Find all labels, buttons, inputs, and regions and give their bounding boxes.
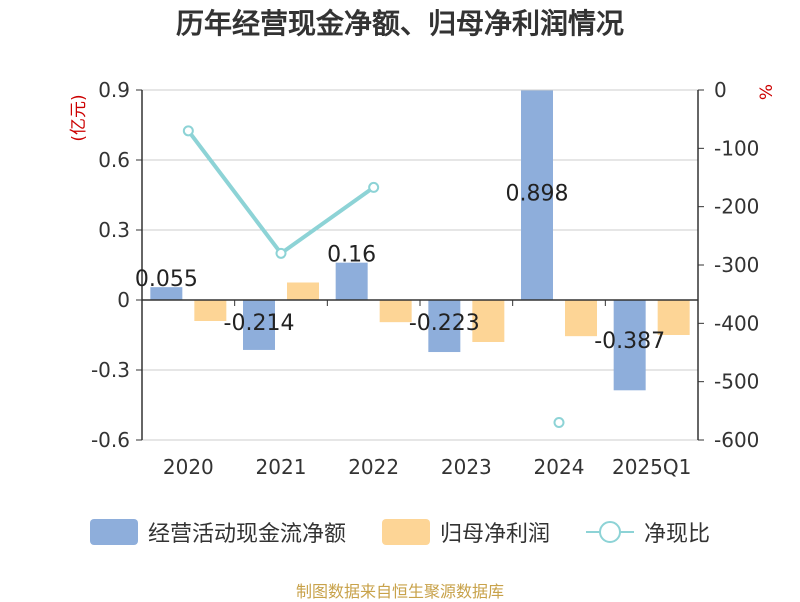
right-axis-tick-label: 0 (714, 78, 727, 102)
left-axis-tick-label: -0.6 (91, 428, 130, 452)
left-axis-tick-label: 0 (117, 288, 130, 312)
ratio-line-segment (186, 129, 375, 257)
line-series (182, 125, 565, 428)
data-labels: 0.055 -0.214 0.16 -0.223 0.898 -0.387 (135, 181, 665, 354)
cashflow-data-label: 0.16 (327, 243, 376, 268)
cashflow-bar (150, 287, 183, 300)
left-axis-tick-label: 0.9 (98, 78, 130, 102)
left-axis-tick-label: -0.3 (91, 358, 130, 382)
ratio-point (553, 417, 565, 428)
netprofit-bar (657, 300, 690, 335)
legend-item-ratio[interactable]: 净现比 (586, 516, 710, 548)
legend-swatch-cashflow (89, 519, 138, 545)
left-axis-tick-label: 0.3 (98, 218, 130, 242)
data-source: 制图数据来自恒生聚源数据库 (295, 582, 504, 601)
netprofit-bar (194, 300, 227, 321)
x-axis-tick-label: 2024 (534, 455, 585, 479)
legend-label-netprofit: 归母净利润 (439, 522, 550, 547)
right-axis-tick-label: -200 (714, 195, 759, 219)
netprofit-bar (565, 300, 597, 337)
ratio-point (275, 247, 287, 259)
legend-swatch-ratio (586, 519, 634, 545)
legend-label-ratio: 净现比 (644, 522, 711, 547)
cashflow-bar (428, 300, 461, 353)
cashflow-bar (335, 262, 368, 300)
cashflow-bar (243, 300, 275, 350)
x-axis-tick-label: 2025Q1 (612, 455, 691, 479)
bars (150, 90, 690, 391)
right-axis-tick-label: -100 (714, 136, 759, 160)
legend: 经营活动现金流净额 归母净利润 净现比 (0, 516, 800, 548)
cashflow-data-label: -0.387 (594, 329, 665, 354)
x-axis-tick-label: 2022 (348, 455, 399, 479)
x-axis-tick-label: 2021 (256, 455, 307, 479)
legend-item-netprofit[interactable]: 归母净利润 (381, 516, 550, 548)
right-axis-tick-label: -400 (714, 311, 759, 335)
grid-lines (142, 89, 698, 441)
right-axis-unit: % (757, 84, 777, 100)
legend-swatch-netprofit (381, 519, 430, 545)
x-axis-tick-label: 2020 (163, 455, 214, 479)
cashflow-data-label: -0.223 (409, 311, 480, 336)
cashflow-data-label: 0.055 (135, 267, 198, 292)
ratio-point (182, 125, 194, 137)
x-axis-tick-label: 2023 (441, 455, 492, 479)
ratio-point (368, 181, 380, 193)
right-axis-tick-label: -600 (714, 428, 759, 452)
left-axis-tick-label: 0.6 (98, 148, 130, 172)
chart-title: 历年经营现金净额、归母净利润情况 (175, 7, 624, 40)
cashflow-bar (521, 90, 553, 300)
netprofit-bar (472, 300, 505, 342)
cashflow-data-label: 0.898 (506, 181, 569, 206)
axes: 0.9 0.6 0.3 0 -0.3 -0.6 0 -100 -200 -300 -400 -500 -… (91, 78, 759, 479)
left-axis-unit: (亿元) (69, 94, 89, 141)
netprofit-bar (287, 282, 319, 300)
netprofit-bar (379, 300, 412, 323)
legend-item-cashflow[interactable]: 经营活动现金流净额 (89, 516, 346, 548)
cashflow-bar (613, 300, 646, 391)
right-axis-tick-label: -300 (714, 253, 759, 277)
right-axis-tick-label: -500 (714, 370, 759, 394)
legend-label-cashflow: 经营活动现金流净额 (147, 522, 346, 547)
cashflow-data-label: -0.214 (224, 311, 295, 336)
